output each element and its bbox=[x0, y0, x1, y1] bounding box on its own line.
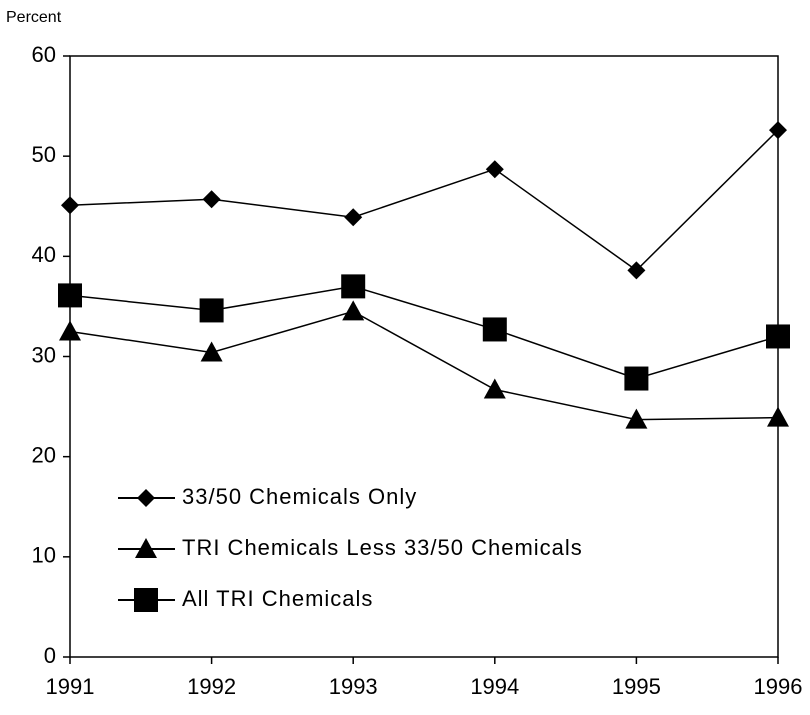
diamond-marker bbox=[485, 160, 504, 179]
x-tick-label: 1992 bbox=[187, 674, 236, 699]
triangle-marker bbox=[767, 406, 789, 427]
plot-frame bbox=[69, 55, 779, 658]
x-tick-label: 1996 bbox=[754, 674, 803, 699]
square-marker bbox=[624, 366, 649, 391]
y-tick-label: 60 bbox=[32, 42, 56, 67]
square-marker bbox=[341, 274, 366, 299]
legend-label: TRI Chemicals Less 33/50 Chemicals bbox=[182, 535, 583, 560]
square-marker bbox=[199, 298, 224, 323]
y-tick-label: 40 bbox=[32, 242, 56, 267]
series-line bbox=[69, 129, 779, 272]
y-tick-label: 30 bbox=[32, 342, 56, 367]
series-line bbox=[69, 285, 779, 380]
diamond-marker bbox=[202, 190, 221, 209]
x-tick-label: 1994 bbox=[470, 674, 519, 699]
legend-label: 33/50 Chemicals Only bbox=[182, 484, 417, 509]
y-tick-label: 0 bbox=[44, 643, 56, 668]
diamond-marker bbox=[137, 489, 155, 507]
y-tick-label: 50 bbox=[32, 142, 56, 167]
triangle-marker bbox=[59, 320, 81, 341]
diamond-marker bbox=[769, 121, 787, 140]
triangle-marker bbox=[200, 341, 223, 362]
series-line bbox=[69, 310, 779, 421]
triangle-marker bbox=[625, 408, 648, 429]
y-tick-label: 10 bbox=[32, 543, 56, 568]
x-tick-label: 1995 bbox=[612, 674, 661, 699]
x-tick-label: 1991 bbox=[46, 674, 95, 699]
square-marker bbox=[134, 588, 158, 612]
square-marker bbox=[766, 324, 790, 349]
y-axis-label: Percent bbox=[6, 9, 62, 26]
x-tick-label: 1993 bbox=[329, 674, 378, 699]
square-marker bbox=[482, 317, 507, 342]
legend-label: All TRI Chemicals bbox=[182, 586, 373, 611]
diamond-marker bbox=[344, 208, 363, 227]
y-tick-label: 20 bbox=[32, 442, 56, 467]
diamond-marker bbox=[61, 196, 79, 215]
diamond-marker bbox=[627, 261, 646, 280]
triangle-marker bbox=[483, 378, 506, 399]
triangle-marker bbox=[135, 538, 157, 558]
square-marker bbox=[58, 283, 82, 308]
triangle-marker bbox=[342, 300, 365, 321]
